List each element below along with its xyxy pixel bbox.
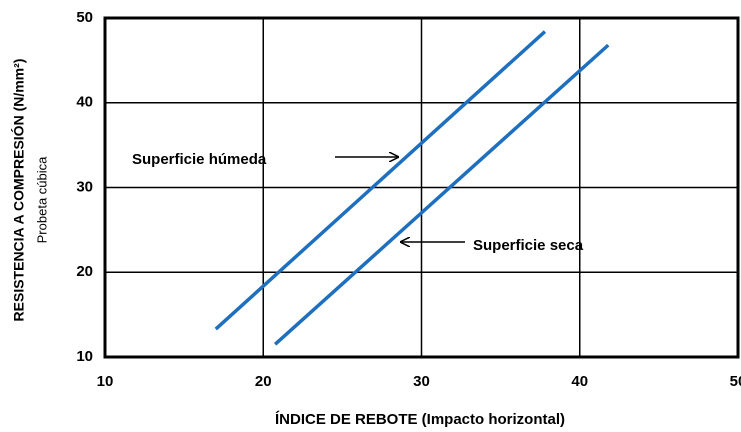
y-tick-label: 30	[76, 178, 93, 195]
y-tick-label: 20	[76, 263, 93, 280]
series-label: Superficie seca	[473, 237, 584, 254]
x-tick-label: 10	[97, 373, 114, 390]
y-tick-label: 50	[76, 9, 93, 26]
y-axis-label: RESISTENCIA A COMPRESIÓN (N/mm²)	[10, 59, 27, 322]
x-tick-label: 20	[255, 373, 272, 390]
x-tick-label: 30	[413, 373, 430, 390]
y-tick-label: 10	[76, 348, 93, 365]
x-tick-label: 40	[571, 373, 588, 390]
line	[273, 43, 610, 346]
series-label: Superficie húmeda	[132, 151, 267, 168]
plot-frame	[103, 16, 740, 359]
line	[214, 30, 547, 331]
x-axis-label: ÍNDICE DE REBOTE (Impacto horizontal)	[275, 411, 565, 428]
y-tick-label: 40	[76, 94, 93, 111]
x-tick-label: 50	[730, 373, 741, 390]
y-axis-sublabel: Probeta cúbica	[34, 156, 49, 243]
